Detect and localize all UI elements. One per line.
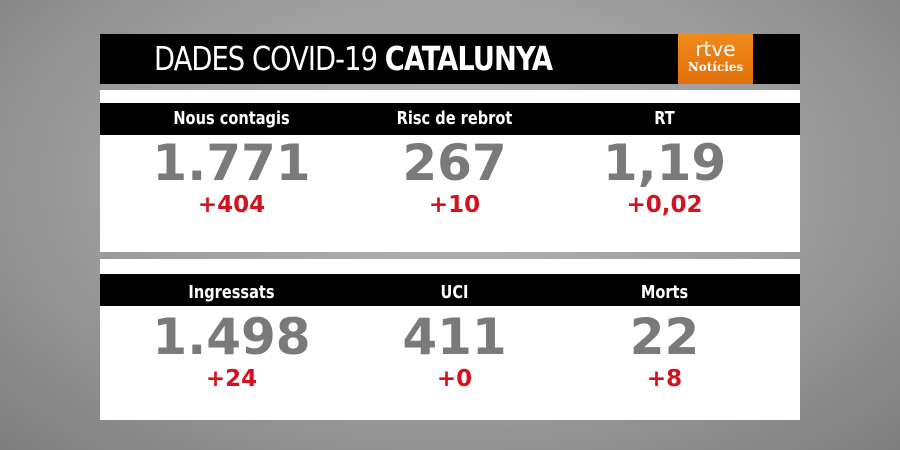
metric-label: RT [654, 108, 675, 129]
metric-delta: +404 [197, 192, 266, 218]
metric-ingressats: Ingressats 1.498 +24 [115, 277, 348, 393]
metric-label: Nous contagis [173, 108, 290, 129]
rtve-logo: rtve Notícies [678, 34, 753, 84]
panel-header [100, 274, 800, 306]
metric-label: Ingressats [188, 282, 275, 303]
metric-value: 1,19 [602, 134, 727, 192]
page-title: DADES COVID-19 CATALUNYA [154, 39, 553, 78]
metric-value: 411 [402, 308, 507, 366]
metric-delta: +8 [646, 366, 683, 392]
metric-rt: RT 1,19 +0,02 [548, 103, 781, 219]
metric-value: 22 [629, 308, 700, 366]
metric-delta: +0,02 [626, 192, 703, 218]
metric-label: Morts [640, 282, 689, 303]
metric-value: 1.771 [152, 134, 311, 192]
panel-contagion: Nous contagis 1.771 +404 Risc de rebrot … [100, 90, 800, 252]
metric-nous-contagis: Nous contagis 1.771 +404 [115, 103, 348, 219]
metric-morts: Morts 22 +8 [548, 277, 781, 393]
metric-value: 267 [402, 134, 507, 192]
metric-label: Risc de rebrot [396, 108, 513, 129]
metric-delta: +0 [436, 366, 473, 392]
panel-hospital: Ingressats 1.498 +24 UCI 411 +0 Morts 22… [100, 259, 800, 420]
metric-value: 1.498 [152, 308, 311, 366]
metric-label: UCI [440, 282, 469, 303]
metric-uci: UCI 411 +0 [338, 277, 571, 393]
metric-delta: +10 [428, 192, 481, 218]
panel-header [100, 103, 800, 135]
metric-delta: +24 [205, 366, 258, 392]
title-bar: DADES COVID-19 CATALUNYA rtve Notícies [100, 34, 800, 84]
metric-risc-rebrot: Risc de rebrot 267 +10 [338, 103, 571, 219]
